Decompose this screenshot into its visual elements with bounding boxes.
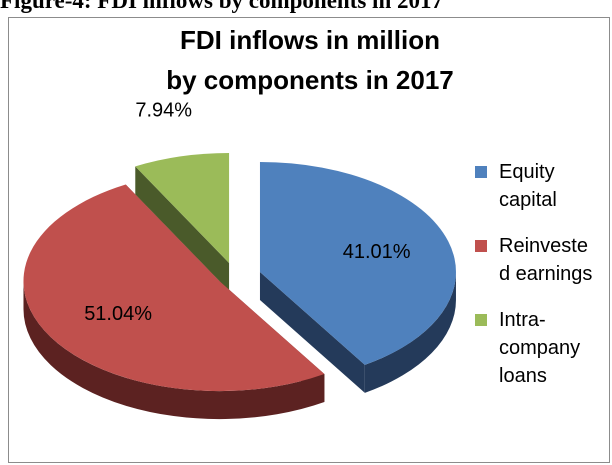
chart-title-line-1: FDI inflows in million <box>180 25 440 55</box>
pie-chart: 41.01% 51.04% 7.94% <box>23 99 456 420</box>
pie-slice-side-equity-capital <box>259 271 456 393</box>
data-label-reinvested-earnings: 51.04% <box>84 303 152 325</box>
legend-label-reinvested-earnings: Reinveste d earnings <box>499 235 593 285</box>
pie-slice-side-intra-company-loans <box>135 166 230 291</box>
chart-legend: Equity capital Reinveste d earnings Intr… <box>475 158 605 408</box>
chart-area: FDI inflows in million by components in … <box>8 17 610 463</box>
figure-caption: Figure-4: FDI inflows by components in 2… <box>0 0 443 13</box>
pie-slice-equity-capital <box>259 161 456 365</box>
pie-slice-intra-company-loans <box>135 152 230 263</box>
legend-swatch-reinvested-earnings <box>475 240 487 252</box>
pie-labels: 41.01% 51.04% 7.94% <box>84 99 411 325</box>
data-label-intra-company-loans: 7.94% <box>135 99 192 121</box>
legend-item-intra-company-loans: Intra- company loans <box>475 306 605 390</box>
chart-title-line-2: by components in 2017 <box>166 65 454 95</box>
pie-tops <box>23 152 456 392</box>
legend-item-equity-capital: Equity capital <box>475 158 605 214</box>
data-label-equity-capital: 41.01% <box>343 241 411 263</box>
legend-label-equity-capital: Equity capital <box>499 161 557 211</box>
pie-slice-reinvested-earnings <box>23 184 325 392</box>
legend-swatch-equity-capital <box>475 166 487 178</box>
legend-swatch-intra-company-loans <box>475 314 487 326</box>
legend-item-reinvested-earnings: Reinveste d earnings <box>475 232 605 288</box>
chart-title: FDI inflows in million by components in … <box>9 20 611 100</box>
legend-label-intra-company-loans: Intra- company loans <box>499 309 581 387</box>
